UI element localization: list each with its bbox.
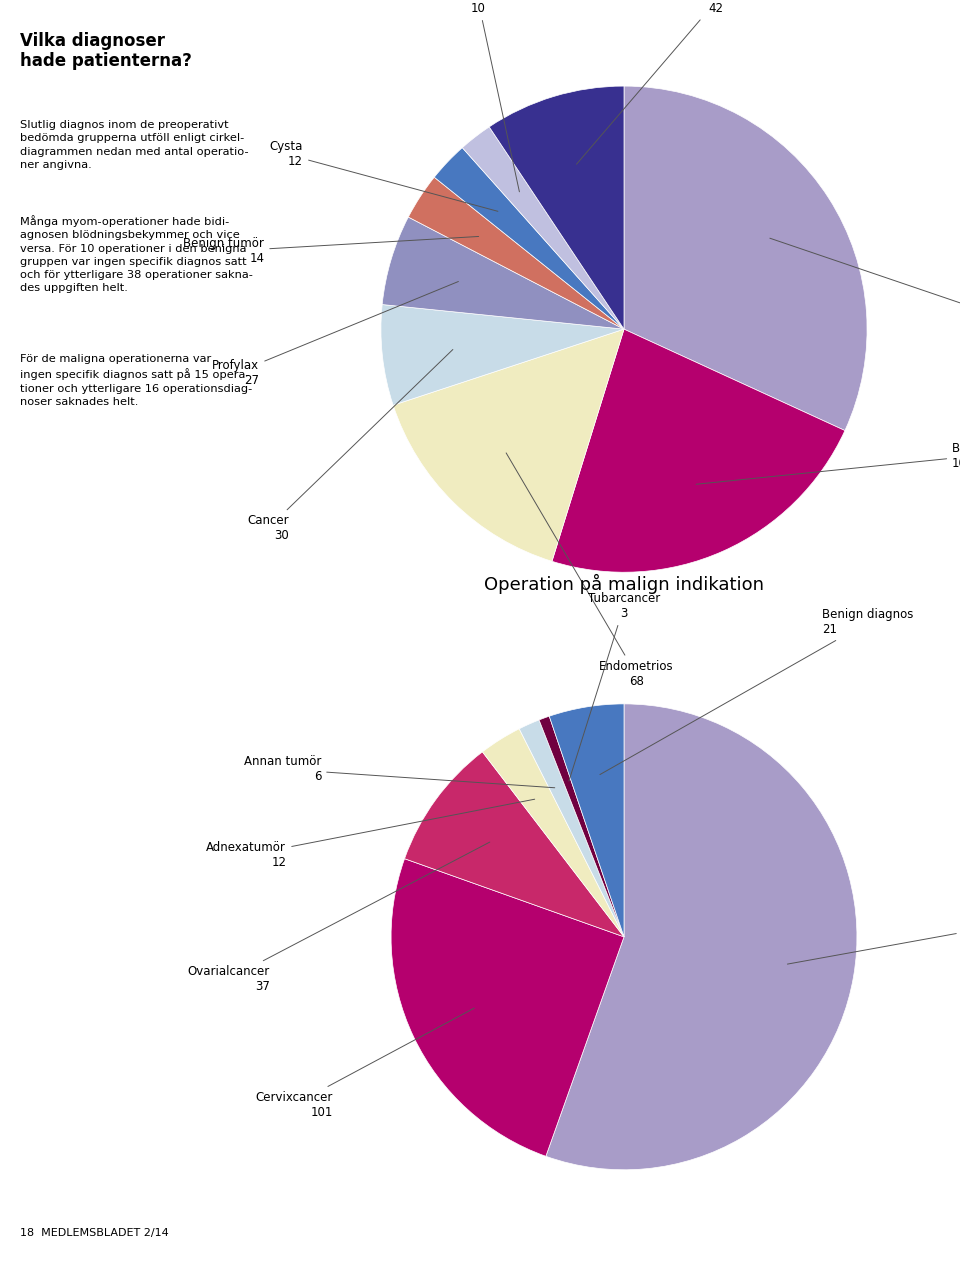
Wedge shape bbox=[552, 329, 845, 572]
Text: Tubarcancer
3: Tubarcancer 3 bbox=[569, 592, 660, 781]
Wedge shape bbox=[394, 329, 624, 561]
Wedge shape bbox=[624, 86, 867, 430]
Wedge shape bbox=[382, 216, 624, 329]
Text: Corpuscancer
224: Corpuscancer 224 bbox=[787, 912, 960, 965]
Wedge shape bbox=[381, 305, 624, 405]
Text: Endometrios
68: Endometrios 68 bbox=[506, 453, 674, 689]
Text: Benign diagnos
21: Benign diagnos 21 bbox=[600, 609, 913, 775]
Text: Cysta
12: Cysta 12 bbox=[270, 141, 498, 211]
Wedge shape bbox=[546, 704, 857, 1170]
Text: Dysplasi
10: Dysplasi 10 bbox=[453, 0, 519, 191]
Wedge shape bbox=[404, 752, 624, 937]
Wedge shape bbox=[408, 177, 624, 329]
Text: Adnexatumör
12: Adnexatumör 12 bbox=[206, 799, 535, 870]
Text: Slutlig diagnos inom de preoperativt
bedömda grupperna utföll enligt cirkel-
dia: Slutlig diagnos inom de preoperativt bed… bbox=[20, 120, 249, 170]
Wedge shape bbox=[549, 704, 624, 937]
Text: 18  MEDLEMSBLADET 2/14: 18 MEDLEMSBLADET 2/14 bbox=[20, 1228, 169, 1238]
Wedge shape bbox=[463, 127, 624, 329]
Text: Cervixcancer
101: Cervixcancer 101 bbox=[255, 1008, 474, 1119]
Text: Profylax
27: Profylax 27 bbox=[212, 281, 459, 387]
Text: För de maligna operationerna var
ingen specifik diagnos satt på 15 opera-
tioner: För de maligna operationerna var ingen s… bbox=[20, 354, 252, 406]
Text: Annat
42: Annat 42 bbox=[577, 0, 733, 165]
Text: Annan tumör
6: Annan tumör 6 bbox=[244, 755, 555, 787]
Text: Blödning
103: Blödning 103 bbox=[696, 442, 960, 485]
Wedge shape bbox=[391, 858, 624, 1156]
Text: Myom
143: Myom 143 bbox=[770, 238, 960, 330]
Wedge shape bbox=[519, 720, 624, 937]
Text: Många myom-operationer hade bidi-
agnosen blödningsbekymmer och vice
versa. För : Många myom-operationer hade bidi- agnose… bbox=[20, 215, 252, 294]
Wedge shape bbox=[540, 717, 624, 937]
Wedge shape bbox=[490, 86, 624, 329]
Text: Benign tumör
14: Benign tumör 14 bbox=[183, 237, 479, 266]
Text: Ovarialcancer
37: Ovarialcancer 37 bbox=[187, 842, 490, 993]
Text: Vilka diagnoser
hade patienterna?: Vilka diagnoser hade patienterna? bbox=[20, 32, 192, 71]
Text: Cancer
30: Cancer 30 bbox=[247, 349, 453, 542]
Title: Operation på malign indikation: Operation på malign indikation bbox=[484, 573, 764, 594]
Wedge shape bbox=[483, 729, 624, 937]
Wedge shape bbox=[434, 148, 624, 329]
